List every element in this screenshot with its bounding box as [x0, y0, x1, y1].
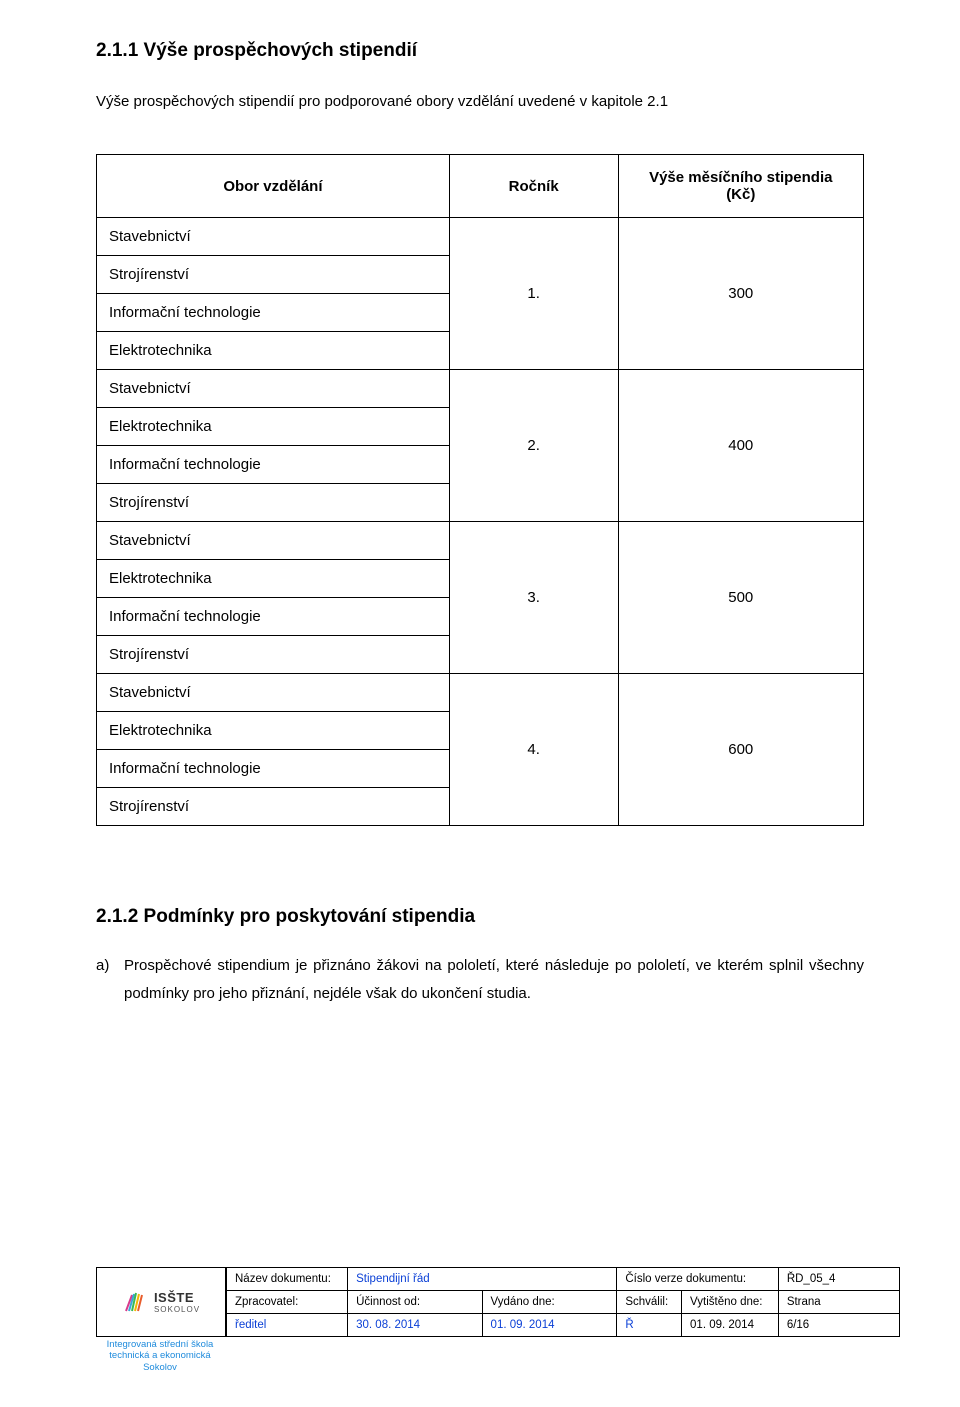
- amount-cell: 400: [618, 370, 863, 522]
- logo-cell: ISŠTE SOKOLOV: [96, 1267, 226, 1337]
- meta-head: Strana: [778, 1290, 899, 1313]
- field-cell: Elektrotechnika: [97, 408, 449, 445]
- amount-cell: 300: [618, 218, 863, 370]
- year-cell: 2.: [449, 370, 618, 522]
- meta-val: 01. 09. 2014: [482, 1313, 617, 1336]
- table-row: Stavebnictví 2. 400: [97, 370, 864, 408]
- list-marker: a): [96, 952, 124, 1008]
- field-cell: Informační technologie: [97, 750, 449, 787]
- table-header-row: Obor vzdělání Ročník Výše měsíčního stip…: [97, 155, 864, 218]
- condition-item: a) Prospěchové stipendium je přiznáno žá…: [96, 952, 864, 1008]
- school-logo: ISŠTE SOKOLOV: [122, 1289, 200, 1315]
- field-cell: Stavebnictví: [97, 370, 449, 407]
- meta-row-2: Zpracovatel: Účinnost od: Vydáno dne: Sc…: [227, 1290, 900, 1313]
- logo-icon: [122, 1289, 148, 1315]
- th-amount-line2: (Kč): [627, 186, 855, 203]
- meta-head: Zpracovatel:: [227, 1290, 348, 1313]
- year-cell: 3.: [449, 522, 618, 674]
- field-cell: Strojírenství: [97, 788, 449, 825]
- meta-val-page: 6/16: [778, 1313, 899, 1336]
- field-cell: Strojírenství: [97, 636, 449, 673]
- meta-val: Ř: [617, 1313, 682, 1336]
- meta-key: Číslo verze dokumentu:: [617, 1267, 779, 1290]
- field-cell: Informační technologie: [97, 446, 449, 483]
- meta-head: Účinnost od:: [348, 1290, 482, 1313]
- caption-line: technická a ekonomická: [96, 1350, 224, 1361]
- th-amount-line1: Výše měsíčního stipendia: [627, 169, 855, 186]
- meta-val: 01. 09. 2014: [682, 1313, 779, 1336]
- meta-val: ředitel: [227, 1313, 348, 1336]
- logo-text: ISŠTE SOKOLOV: [154, 1290, 200, 1314]
- meta-value-doc-title: Stipendijní řád: [348, 1267, 617, 1290]
- meta-row-1: Název dokumentu: Stipendijní řád Číslo v…: [227, 1267, 900, 1290]
- field-cell: Strojírenství: [97, 484, 449, 521]
- footer-caption: Integrovaná střední škola technická a ek…: [96, 1339, 224, 1373]
- page: 2.1.1 Výše prospěchových stipendií Výše …: [0, 0, 960, 1407]
- logo-label: ISŠTE: [154, 1290, 200, 1305]
- meta-row-3: ředitel 30. 08. 2014 01. 09. 2014 Ř 01. …: [227, 1313, 900, 1336]
- th-year: Ročník: [449, 155, 618, 218]
- field-cell: Elektrotechnika: [97, 560, 449, 597]
- field-cell: Informační technologie: [97, 294, 449, 331]
- field-cell: Stavebnictví: [97, 218, 449, 255]
- meta-head: Schválil:: [617, 1290, 682, 1313]
- meta-value-version: ŘD_05_4: [778, 1267, 899, 1290]
- section-heading-amounts: 2.1.1 Výše prospěchových stipendií: [96, 40, 864, 62]
- meta-head: Vydáno dne:: [482, 1290, 617, 1313]
- field-cell: Elektrotechnika: [97, 712, 449, 749]
- stipend-table: Obor vzdělání Ročník Výše měsíčního stip…: [96, 154, 864, 826]
- table-row: Stavebnictví 3. 500: [97, 522, 864, 560]
- field-cell: Stavebnictví: [97, 674, 449, 711]
- year-cell: 4.: [449, 674, 618, 826]
- field-cell: Strojírenství: [97, 256, 449, 293]
- table-row: Stavebnictví 1. 300: [97, 218, 864, 256]
- field-cell: Informační technologie: [97, 598, 449, 635]
- year-cell: 1.: [449, 218, 618, 370]
- table-row: Stavebnictví 4. 600: [97, 674, 864, 712]
- logo-sublabel: SOKOLOV: [154, 1305, 200, 1314]
- amount-cell: 500: [618, 522, 863, 674]
- intro-paragraph: Výše prospěchových stipendií pro podporo…: [96, 90, 864, 114]
- caption-line: Integrovaná střední škola: [96, 1339, 224, 1350]
- footer: ISŠTE SOKOLOV Název dokumentu: Stipendij…: [96, 1267, 900, 1373]
- field-cell: Stavebnictví: [97, 522, 449, 559]
- conditions-list: a) Prospěchové stipendium je přiznáno žá…: [96, 952, 864, 1008]
- th-field: Obor vzdělání: [97, 155, 450, 218]
- th-amount: Výše měsíčního stipendia (Kč): [618, 155, 863, 218]
- meta-key: Název dokumentu:: [227, 1267, 348, 1290]
- condition-text: Prospěchové stipendium je přiznáno žákov…: [124, 952, 864, 1008]
- meta-head: Vytištěno dne:: [682, 1290, 779, 1313]
- footer-meta-table: Název dokumentu: Stipendijní řád Číslo v…: [226, 1267, 900, 1337]
- meta-val: 30. 08. 2014: [348, 1313, 482, 1336]
- section-heading-conditions: 2.1.2 Podmínky pro poskytování stipendia: [96, 906, 864, 928]
- amount-cell: 600: [618, 674, 863, 826]
- field-cell: Elektrotechnika: [97, 332, 449, 369]
- caption-line: Sokolov: [96, 1362, 224, 1373]
